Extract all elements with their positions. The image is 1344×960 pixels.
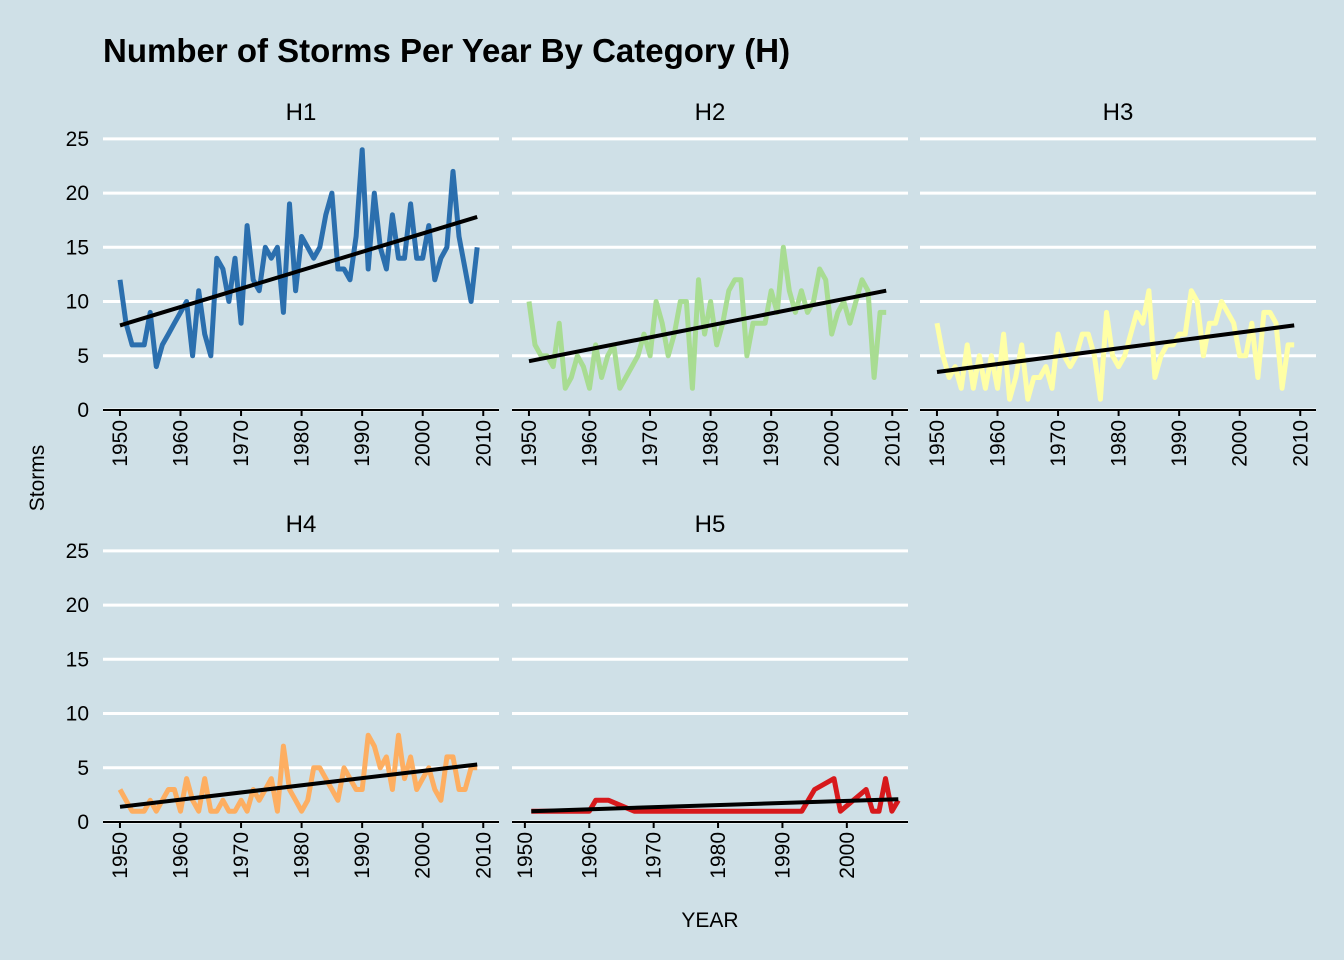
x-tick-label: 2010 <box>472 420 495 467</box>
y-tick-label: 10 <box>66 291 89 314</box>
y-tick-label: 0 <box>77 811 89 834</box>
panel-title: H4 <box>286 511 317 538</box>
x-tick-label: 1950 <box>109 420 132 467</box>
x-tick-label: 2010 <box>881 420 904 467</box>
y-tick-label: 5 <box>77 345 89 368</box>
x-tick-label: 1970 <box>643 832 666 879</box>
x-tick-label: 1990 <box>760 420 783 467</box>
x-tick-label: 2000 <box>1229 420 1252 467</box>
x-tick-label: 1980 <box>700 420 723 467</box>
y-tick-label: 10 <box>66 703 89 726</box>
x-tick-label: 1990 <box>771 832 794 879</box>
y-tick-label: 25 <box>66 540 89 563</box>
panel-title: H5 <box>695 511 726 538</box>
y-tick-label: 20 <box>66 182 89 205</box>
x-tick-label: 1970 <box>639 420 662 467</box>
x-tick-label: 1980 <box>291 832 314 879</box>
y-tick-label: 20 <box>66 594 89 617</box>
data-line <box>934 288 1295 402</box>
x-tick-label: 2000 <box>412 420 435 467</box>
trend-line <box>528 288 887 364</box>
panel-title: H2 <box>695 99 726 126</box>
x-tick-label: 1960 <box>170 832 193 879</box>
x-tick-label: 1950 <box>109 832 132 879</box>
x-tick-label: 1970 <box>230 832 253 879</box>
y-tick-label: 15 <box>66 648 89 671</box>
x-tick-label: 1960 <box>579 420 602 467</box>
x-tick-label: 1960 <box>170 420 193 467</box>
x-tick-label: 2000 <box>836 832 859 879</box>
x-tick-label: 1950 <box>926 420 949 467</box>
x-tick-label: 1960 <box>578 832 601 879</box>
y-tick-label: 15 <box>66 236 89 259</box>
y-axis-label: Storms <box>26 445 49 512</box>
data-line <box>117 732 478 814</box>
y-tick-label: 0 <box>77 399 89 422</box>
trend-line <box>119 214 478 328</box>
y-tick-label: 25 <box>66 128 89 151</box>
x-tick-label: 1950 <box>518 420 541 467</box>
panel-title: H1 <box>286 99 317 126</box>
trend-line <box>936 323 1295 374</box>
x-tick-label: 1990 <box>351 420 374 467</box>
x-tick-label: 1970 <box>1047 420 1070 467</box>
x-tick-label: 1980 <box>1108 420 1131 467</box>
x-tick-label: 2010 <box>1289 420 1312 467</box>
panel-title: H3 <box>1103 99 1134 126</box>
trend-line <box>119 762 478 809</box>
x-tick-label: 2010 <box>472 832 495 879</box>
data-line <box>526 244 887 391</box>
x-tick-label: 1980 <box>291 420 314 467</box>
chart-title: Number of Storms Per Year By Category (H… <box>103 32 790 69</box>
x-tick-label: 1980 <box>707 832 730 879</box>
x-tick-label: 1990 <box>351 832 374 879</box>
x-axis-label: YEAR <box>681 909 738 932</box>
x-tick-label: 1960 <box>987 420 1010 467</box>
x-tick-label: 1950 <box>514 832 537 879</box>
x-tick-label: 1990 <box>1168 420 1191 467</box>
x-tick-label: 2000 <box>821 420 844 467</box>
x-tick-label: 1970 <box>230 420 253 467</box>
y-tick-label: 5 <box>77 757 89 780</box>
trend-line <box>531 797 899 814</box>
data-line <box>117 147 480 370</box>
x-tick-label: 2000 <box>412 832 435 879</box>
